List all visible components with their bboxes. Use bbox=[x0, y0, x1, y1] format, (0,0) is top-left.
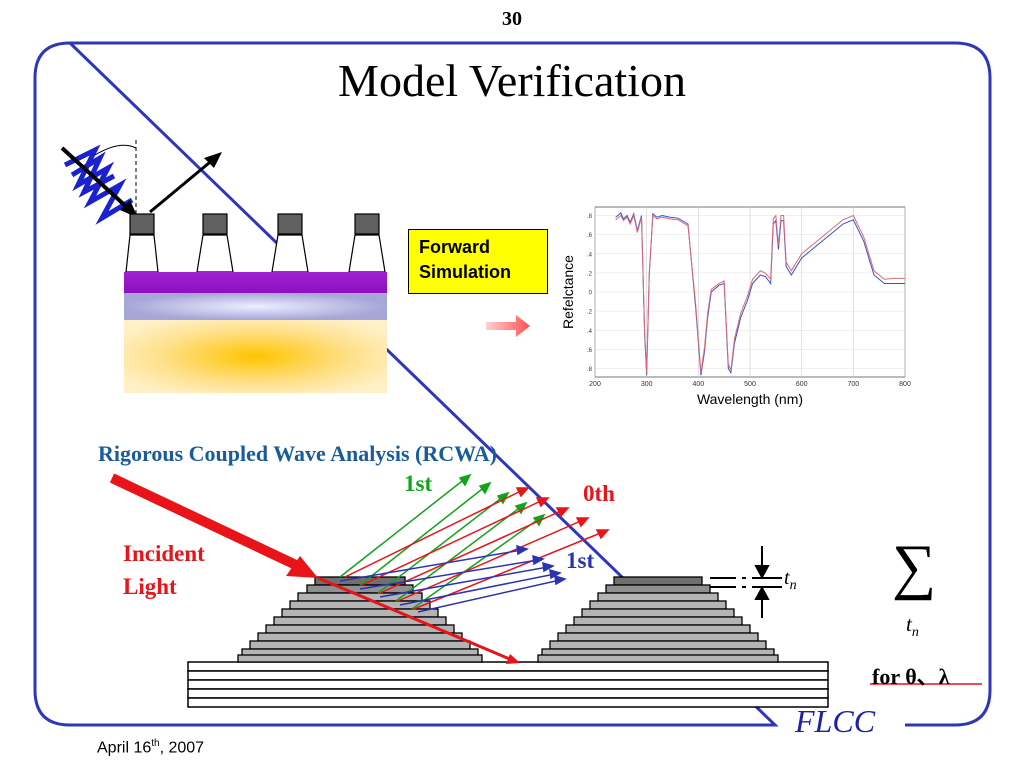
incident-label-line1: Incident bbox=[123, 541, 205, 566]
order-1st-top-label: 1st bbox=[404, 471, 433, 496]
scatterometry-schematic bbox=[60, 140, 387, 393]
y-tick-label: .4 bbox=[587, 329, 593, 335]
green-rays bbox=[339, 473, 546, 610]
forward-simulation-box: Forward Simulation bbox=[408, 229, 548, 294]
y-tick-label: .6 bbox=[587, 233, 593, 239]
flcc-logo: FLCC bbox=[795, 703, 876, 739]
incident-beam bbox=[109, 473, 301, 571]
substrate-layer bbox=[124, 320, 387, 393]
x-tick-label: 800 bbox=[899, 381, 911, 388]
x-axis-label: Wavelength (nm) bbox=[697, 391, 803, 407]
y-tick-labels: .8 .6 .4 .2 0 .2 .4 .6 .8 bbox=[587, 214, 593, 373]
purple-layer bbox=[124, 272, 387, 293]
y-tick-label: 0 bbox=[589, 291, 593, 297]
x-tick-label: 700 bbox=[847, 381, 859, 388]
right-staircase bbox=[537, 576, 779, 663]
tn-sum-label: tn bbox=[906, 612, 919, 641]
order-1st-bottom-label: 1st bbox=[566, 548, 595, 573]
x-tick-label: 300 bbox=[641, 381, 653, 388]
order-0th-label: 0th bbox=[583, 481, 615, 506]
y-tick-label: .8 bbox=[587, 214, 593, 220]
rcwa-title: Rigorous Coupled Wave Analysis (RCWA) bbox=[98, 441, 497, 466]
series-line-2 bbox=[615, 213, 905, 373]
incident-label-line2: Light bbox=[123, 574, 177, 599]
left-staircase bbox=[237, 576, 483, 663]
chart-series bbox=[615, 212, 905, 376]
lavender-layer bbox=[124, 293, 387, 320]
x-tick-label: 200 bbox=[589, 381, 601, 388]
x-tick-label: 400 bbox=[692, 381, 704, 388]
y-tick-label: .8 bbox=[587, 367, 593, 373]
y-tick-label: .6 bbox=[587, 348, 593, 354]
x-tick-labels: 200 300 400 500 600 700 800 bbox=[589, 381, 911, 388]
refracted-beam bbox=[317, 576, 513, 662]
substrate-stack bbox=[187, 661, 829, 708]
sum-symbol: ∑ bbox=[892, 533, 937, 601]
forward-label: Forward bbox=[419, 237, 491, 257]
simulation-label: Simulation bbox=[419, 262, 512, 282]
blue-rays bbox=[339, 544, 567, 613]
incident-light-label: Incident Light bbox=[123, 537, 205, 603]
x-tick-label: 600 bbox=[796, 381, 808, 388]
incident-arrowhead bbox=[286, 556, 318, 578]
for-theta-lambda-label: for θ、λ bbox=[872, 664, 950, 689]
y-tick-label: .2 bbox=[587, 271, 593, 277]
red-rays bbox=[344, 487, 610, 610]
x-tick-label: 500 bbox=[744, 381, 756, 388]
thickness-marker bbox=[710, 546, 782, 618]
y-tick-label: .2 bbox=[587, 310, 593, 316]
y-tick-label: .4 bbox=[587, 252, 593, 258]
reflectance-chart: 200 300 400 500 600 700 800 .8 .6 .4 .2 0 .2 .4 .6.8 … bbox=[560, 206, 911, 407]
tn-side-label: tn bbox=[784, 567, 797, 593]
grating-lines bbox=[125, 213, 386, 273]
pink-arrow-icon bbox=[486, 315, 530, 337]
slide-date: April 16th, 2007 bbox=[97, 738, 205, 757]
page-number: 30 bbox=[502, 8, 522, 30]
slide-title: Model Verification bbox=[338, 55, 686, 106]
y-axis-label: Refelctance bbox=[560, 255, 576, 329]
